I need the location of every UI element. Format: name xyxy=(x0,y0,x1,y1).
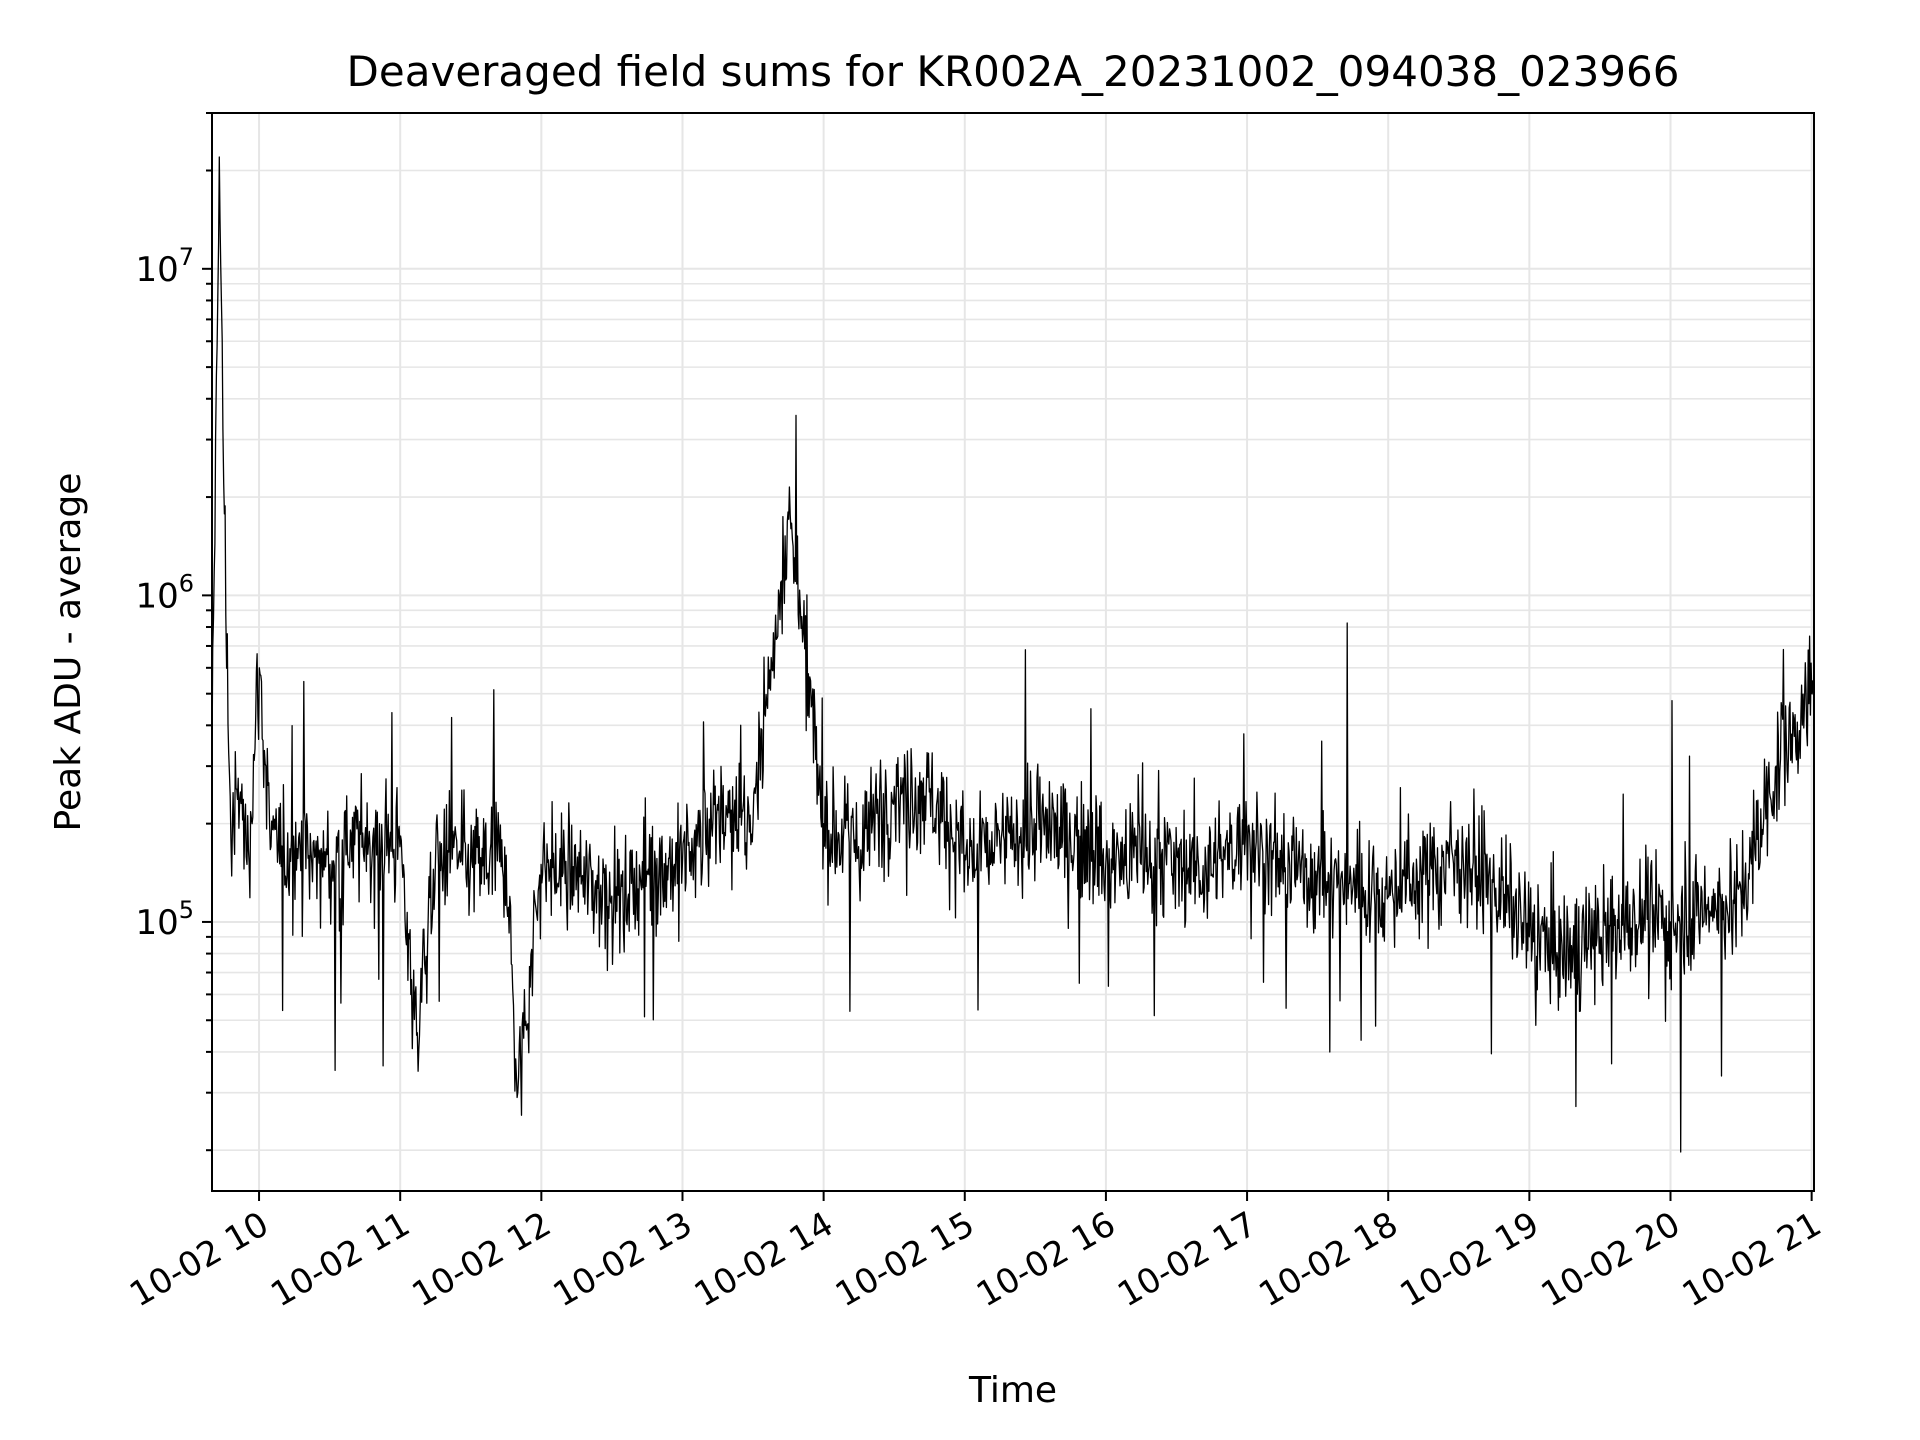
grid xyxy=(212,112,1814,1191)
axes-frame xyxy=(211,112,1815,1192)
series-line xyxy=(211,156,1815,1153)
y-tick-label: 106 xyxy=(135,569,194,616)
data-series xyxy=(211,156,1815,1153)
y-tick-label: 107 xyxy=(135,243,194,290)
y-tick-label: 105 xyxy=(135,896,194,943)
y-axis-label: Peak ADU - average xyxy=(48,473,89,832)
y-axis-ticks: 105 106 107 xyxy=(135,112,212,1152)
chart-title: Deaveraged field sums for KR002A_2023100… xyxy=(347,47,1680,96)
x-axis-label: Time xyxy=(968,1370,1057,1411)
